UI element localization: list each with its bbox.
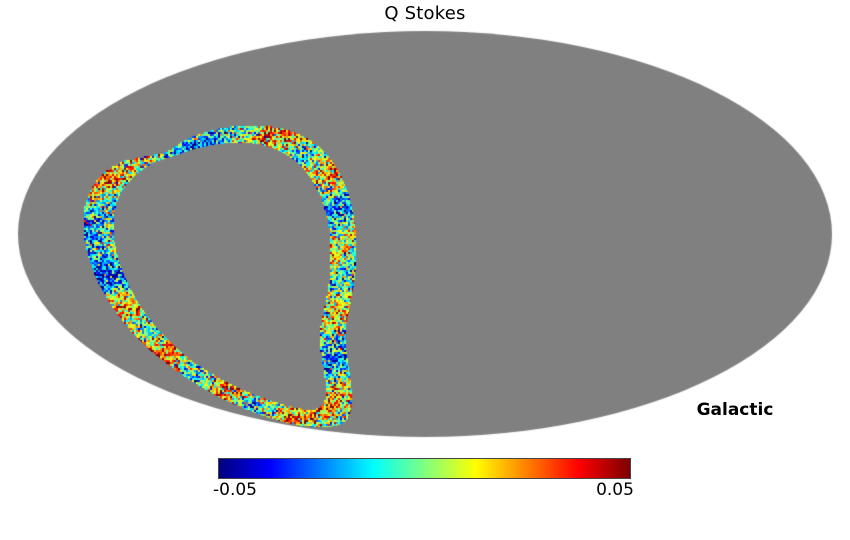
colorbar-gradient [219, 459, 630, 478]
mollweide-sky-map [0, 0, 850, 450]
colorbar-min-label: -0.05 [213, 480, 257, 500]
coordinate-system-label: Galactic [696, 400, 774, 420]
colorbar-max-label: 0.05 [596, 480, 634, 500]
colorbar[interactable] [218, 458, 631, 479]
